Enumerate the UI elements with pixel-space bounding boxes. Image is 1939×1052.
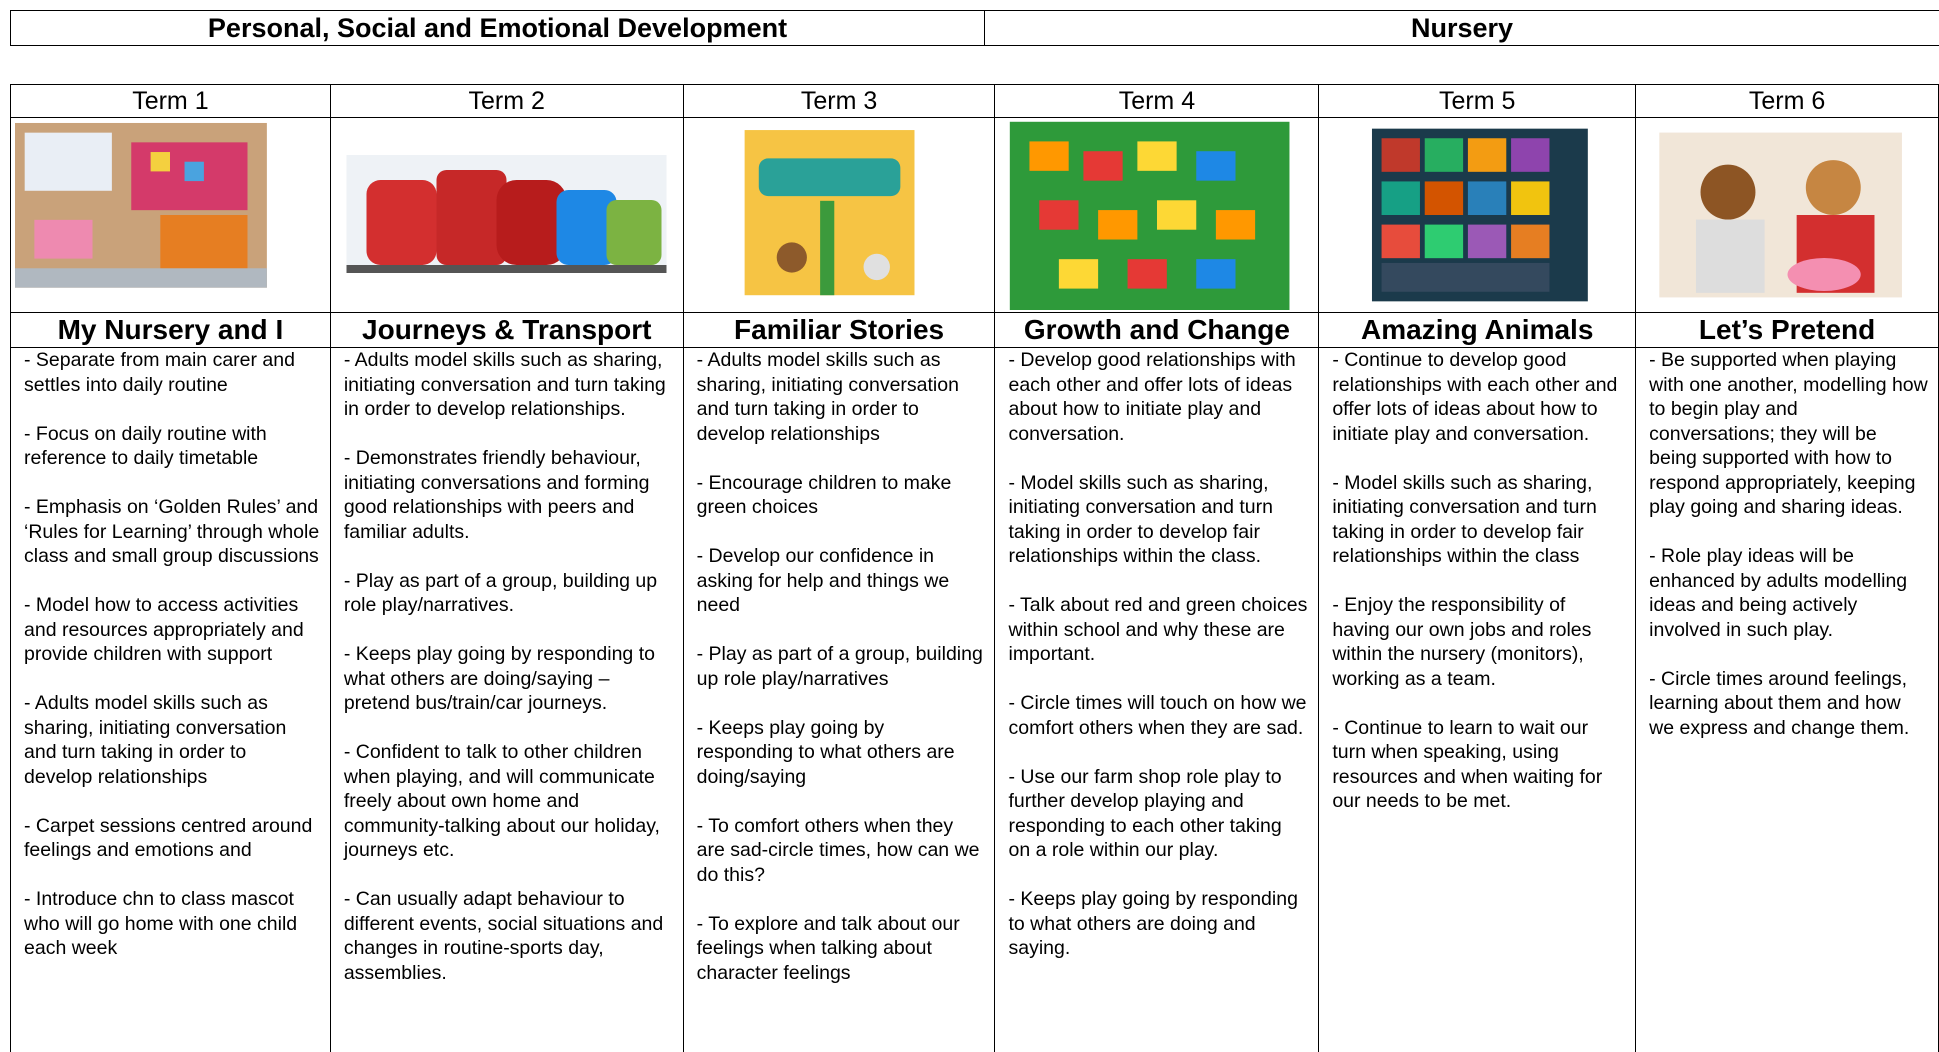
topic-item: - Use our farm shop role play to further… — [1008, 765, 1282, 862]
term-column: Term 6 Let’s Pretend - Be supported when p… — [1636, 85, 1939, 1052]
topic-item: - Enjoy the responsibility of having our… — [1332, 594, 1592, 690]
topic-item: - To explore and talk about our feelings… — [696, 912, 960, 984]
topic-item: - Continue to develop good relationships… — [1332, 349, 1618, 445]
topic-item: - Adults model skills such as sharing, i… — [24, 692, 287, 788]
topic-item: - Encourage children to make green choic… — [696, 471, 952, 519]
term-column: Term 2 Journeys & Transport - Adults model… — [330, 85, 684, 1052]
topic-item: - Circle times around feelings, learning… — [1649, 667, 1910, 739]
topic-items: - Develop good relationships with each o… — [995, 348, 1318, 985]
image-placeholder — [15, 122, 268, 288]
topic-item: - Model skills such as sharing, initiati… — [1008, 471, 1273, 568]
topic-item: - Introduce chn to class mascot who will… — [24, 888, 298, 959]
image-placeholder — [1371, 128, 1588, 302]
topic-item: - Continue to learn to wait our turn whe… — [1332, 716, 1603, 813]
image-placeholder — [1658, 132, 1902, 298]
image-placeholder — [1009, 121, 1290, 310]
term-label: Term 1 — [11, 85, 330, 118]
topic-item: - Confident to talk to other children wh… — [343, 741, 660, 861]
topic-item: - Role play ideas will be enhanced by ad… — [1649, 545, 1908, 641]
topic-title: My Nursery and I — [11, 313, 330, 348]
topic-item: - Play as part of a group, building up r… — [343, 569, 658, 617]
term-image — [1636, 118, 1938, 313]
topic-item: - Adults model skills such as sharing, i… — [696, 349, 959, 445]
topic-item: - Demonstrates friendly behaviour, initi… — [343, 447, 650, 543]
header-title: Personal, Social and Emotional Developme… — [11, 11, 985, 45]
topic-item: - Adults model skills such as sharing, i… — [343, 349, 666, 420]
topic-item: - Develop our confidence in asking for h… — [696, 545, 950, 616]
topic-item: - To comfort others when they are sad-ci… — [696, 814, 980, 886]
topic-items: - Separate from main carer and settles i… — [11, 348, 330, 985]
topic-item: - Play as part of a group, building up r… — [696, 643, 983, 690]
term-label: Term 2 — [330, 85, 683, 118]
term-label: Term 5 — [1319, 85, 1636, 118]
term-label: Term 3 — [683, 85, 995, 118]
topic-item: - Talk about red and green choices withi… — [1008, 594, 1308, 665]
topic-items: - Adults model skills such as sharing, i… — [331, 348, 683, 1010]
term-image — [1319, 118, 1636, 313]
term-image — [683, 118, 995, 313]
term-image — [995, 118, 1319, 313]
topic-item: - Circle times will touch on how we comf… — [1008, 692, 1307, 739]
topic-item: - Model skills such as sharing, initiati… — [1332, 471, 1597, 568]
topic-item: - Be supported when playing with one ano… — [1649, 349, 1928, 518]
term-column: Term 4 Growth and Change - Develop good re… — [995, 85, 1320, 1052]
topic-title: Let’s Pretend — [1636, 313, 1938, 348]
topic-item: - Model how to access activities and res… — [24, 594, 304, 665]
topic-item: - Focus on daily routine with reference … — [24, 422, 267, 470]
term-column: Term 3 Familiar Stories - Adults model ski… — [683, 85, 996, 1052]
topic-title: Journeys & Transport — [330, 313, 683, 348]
topic-item: - Emphasis on ‘Golden Rules’ and ‘Rules … — [24, 496, 320, 567]
topic-item: - Separate from main carer and settles i… — [24, 349, 295, 396]
term-column: Term 1 My Nursery and I- Separate from ma… — [11, 85, 331, 1052]
terms-table: Term 1 My Nursery and I- Separate from ma… — [10, 84, 1939, 1052]
topic-items: - Continue to develop good relationships… — [1319, 348, 1635, 838]
term-column: Term 5 Amazing Animals - Continue to devel… — [1319, 85, 1637, 1052]
image-placeholder — [744, 130, 915, 296]
topic-title: Growth and Change — [995, 313, 1319, 348]
topic-item: - Develop good relationships with each o… — [1008, 349, 1296, 445]
term-image — [11, 118, 330, 313]
topic-item: - Keeps play going by responding to what… — [1008, 888, 1298, 959]
topic-title: Amazing Animals — [1319, 313, 1636, 348]
topic-item: - Keeps play going by responding to what… — [696, 716, 955, 788]
term-label: Term 4 — [995, 85, 1319, 118]
term-label: Term 6 — [1636, 85, 1938, 118]
topic-title: Familiar Stories — [683, 313, 995, 348]
topic-items: - Be supported when playing with one ano… — [1636, 348, 1938, 765]
topic-item: - Carpet sessions centred around feeling… — [24, 814, 313, 862]
term-image — [330, 118, 683, 313]
topic-item: - Keeps play going by responding to what… — [343, 643, 655, 714]
header-subtitle: Nursery — [1410, 12, 1514, 43]
image-placeholder — [346, 155, 667, 273]
header: Personal, Social and Emotional Developme… — [10, 10, 1939, 46]
topic-items: - Adults model skills such as sharing, i… — [684, 348, 995, 1010]
topic-item: - Can usually adapt behaviour to differe… — [343, 888, 664, 984]
